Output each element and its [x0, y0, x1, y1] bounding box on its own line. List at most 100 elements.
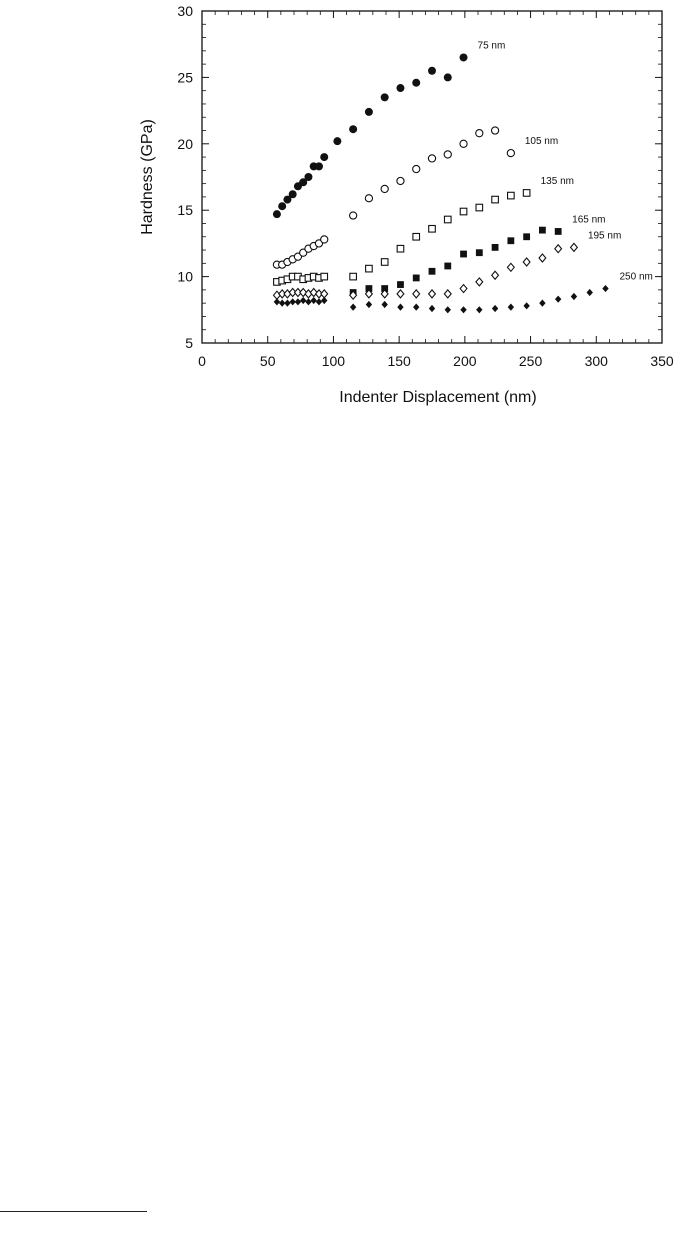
- data-point-filled-diamond: [310, 296, 317, 305]
- data-point-open-square: [522, 189, 531, 197]
- data-point-open-circle: [506, 148, 516, 158]
- plot-area-border: [201, 10, 663, 344]
- data-point-filled-diamond: [273, 298, 281, 306]
- data-point-filled-circle: [272, 210, 281, 219]
- data-point-open-circle: [475, 129, 484, 138]
- data-point-open-diamond: [569, 242, 579, 253]
- labels-group: Indenter Displacement (nm) Hardness (GPa…: [139, 3, 674, 406]
- footnote-divider: [0, 1211, 147, 1212]
- data-point-open-diamond: [309, 287, 318, 298]
- data-point-open-diamond: [443, 289, 452, 299]
- series-label: 165 nm: [572, 214, 605, 225]
- data-point-open-circle: [443, 150, 452, 159]
- data-point-filled-diamond: [539, 299, 546, 307]
- data-point-filled-circle: [396, 84, 405, 93]
- data-point-filled-circle: [443, 73, 452, 82]
- x-tick-label: 300: [585, 353, 609, 369]
- series-label: 250 nm: [619, 272, 652, 283]
- data-point-filled-square: [412, 274, 420, 282]
- data-point-filled-diamond: [586, 288, 593, 297]
- series-label: 135 nm: [541, 176, 574, 187]
- data-point-open-square: [320, 272, 329, 281]
- data-point-filled-diamond: [476, 306, 483, 314]
- x-tick-label: 0: [198, 353, 206, 369]
- series-label: 105 nm: [525, 136, 558, 147]
- y-tick-label: 5: [185, 335, 193, 351]
- series-label: 195 nm: [588, 230, 621, 241]
- y-tick-label: 20: [177, 136, 193, 152]
- axis-ticks-group: [201, 10, 663, 344]
- data-point-filled-square: [491, 243, 499, 251]
- data-point-filled-diamond: [428, 304, 436, 313]
- data-point-open-square: [475, 203, 484, 212]
- data-point-filled-diamond: [570, 292, 578, 301]
- data-point-filled-circle: [320, 153, 329, 162]
- y-tick-label: 10: [177, 269, 193, 285]
- data-point-open-square: [428, 224, 436, 233]
- data-point-open-circle: [364, 194, 374, 203]
- y-tick-label: 25: [177, 69, 193, 85]
- data-point-filled-diamond: [365, 300, 373, 309]
- data-point-open-diamond: [522, 257, 531, 267]
- data-point-filled-circle: [278, 202, 287, 211]
- data-point-open-diamond: [380, 289, 389, 299]
- x-tick-label: 50: [260, 353, 276, 369]
- data-point-filled-diamond: [523, 302, 530, 310]
- data-point-open-circle: [490, 126, 500, 135]
- data-point-open-diamond: [412, 289, 421, 299]
- data-point-open-square: [412, 232, 421, 241]
- data-point-open-diamond: [554, 243, 563, 254]
- data-point-filled-circle: [304, 173, 313, 181]
- data-point-filled-circle: [428, 66, 436, 75]
- y-tick-label: 30: [177, 3, 193, 19]
- data-point-open-circle: [459, 139, 468, 148]
- series-label: 75 nm: [478, 40, 506, 51]
- data-point-filled-square: [475, 249, 483, 257]
- x-tick-label: 150: [387, 353, 411, 369]
- data-point-open-diamond: [293, 287, 303, 298]
- data-point-open-square: [396, 244, 405, 253]
- data-point-open-circle: [320, 235, 329, 244]
- data-point-filled-diamond: [444, 306, 451, 314]
- data-point-filled-diamond: [397, 303, 404, 311]
- data-point-open-diamond: [314, 289, 324, 299]
- data-point-filled-circle: [299, 178, 308, 187]
- data-point-open-diamond: [396, 289, 405, 299]
- data-point-filled-diamond: [349, 303, 357, 311]
- plot-frame-group: [201, 10, 663, 344]
- data-point-filled-diamond: [294, 298, 302, 306]
- data-point-filled-circle: [459, 53, 468, 62]
- data-point-filled-diamond: [305, 298, 312, 306]
- data-point-filled-circle: [288, 190, 297, 199]
- data-point-open-circle: [380, 184, 389, 194]
- data-point-filled-square: [554, 228, 562, 235]
- data-point-open-diamond: [299, 287, 308, 298]
- data-point-filled-square: [460, 250, 467, 258]
- data-point-filled-diamond: [413, 303, 420, 311]
- data-point-filled-diamond: [554, 295, 562, 303]
- data-point-filled-square: [397, 281, 404, 288]
- data-point-open-circle: [427, 154, 437, 163]
- data-point-filled-square: [428, 267, 436, 275]
- data-point-filled-circle: [364, 107, 373, 116]
- data-point-open-circle: [412, 164, 421, 174]
- x-tick-label: 250: [519, 353, 543, 369]
- y-tick-label: 15: [177, 202, 193, 218]
- x-axis-title: Indenter Displacement (nm): [339, 389, 536, 406]
- data-point-filled-circle: [333, 137, 342, 146]
- data-point-open-square: [365, 264, 373, 273]
- data-point-filled-square: [381, 285, 389, 292]
- data-point-filled-diamond: [507, 303, 515, 311]
- x-tick-label: 350: [650, 353, 674, 369]
- data-point-filled-diamond: [300, 296, 307, 305]
- data-point-open-square: [507, 191, 515, 200]
- x-tick-label: 100: [322, 353, 346, 369]
- data-point-filled-square: [444, 262, 452, 270]
- data-marks-group: [272, 53, 609, 314]
- x-tick-label: 200: [453, 353, 477, 369]
- data-point-open-circle: [396, 176, 405, 186]
- data-point-filled-circle: [314, 162, 323, 171]
- data-point-filled-circle: [283, 195, 292, 204]
- data-point-filled-square: [523, 233, 531, 241]
- data-point-open-diamond: [349, 290, 358, 301]
